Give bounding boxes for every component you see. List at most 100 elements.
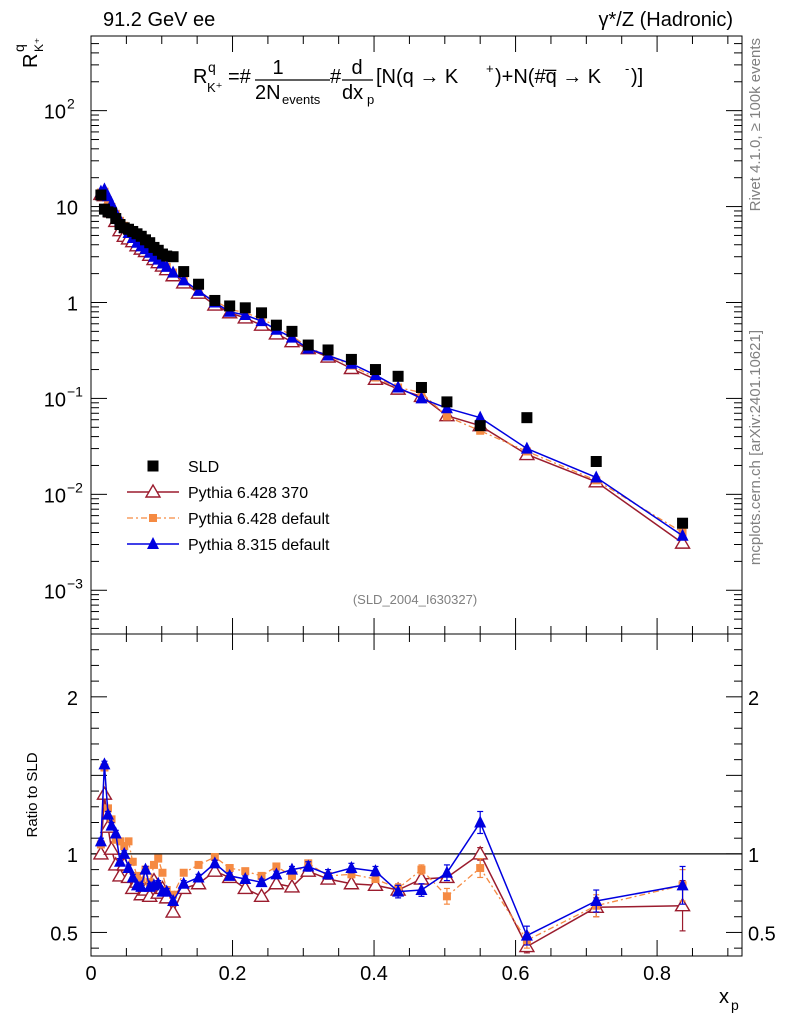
legend-marker-p6_default (149, 514, 157, 522)
main-point-sld (193, 278, 205, 290)
legend-marker-p6_370 (144, 483, 162, 498)
ratio-point-p8_default (101, 807, 114, 820)
ratio-point-p8_default (135, 879, 148, 892)
legend-item-sld: SLD (147, 459, 219, 476)
ratio-axis-ticks (90, 634, 742, 956)
header-left: 91.2 GeV ee (103, 9, 215, 31)
ratio-point-p8_default (322, 867, 335, 880)
main-series-p6_default (96, 187, 687, 537)
xtick-labels: 0 0.2 0.4 0.6 0.8 (85, 963, 671, 985)
ratio-point-p6_default (476, 864, 485, 873)
formula-frac2-den: dx (342, 82, 363, 104)
ratio-series-p6_default (96, 763, 687, 949)
ratio-ytick-label-right: 1 (748, 845, 759, 867)
ratio-point-p6_370 (96, 785, 113, 800)
ratio-point-p8_default (152, 876, 165, 889)
main-point-sld (106, 207, 118, 219)
formula: R q K⁺ =# 1 2N events # d dx p [N(q → K … (193, 57, 643, 107)
main-point-sld (415, 381, 427, 393)
main-point-p8_default (177, 273, 190, 286)
ratio-point-p8_default (114, 854, 127, 867)
main-ytick-base: 1 (67, 293, 78, 315)
ratio-point-p8_default (160, 884, 173, 897)
formula-bracket-b: )+N(#q̅ → K (495, 66, 602, 88)
ratio-point-p6_370 (471, 845, 489, 860)
formula-bracket-a: [N(q → K (376, 66, 459, 88)
xlabel-sub: p (731, 997, 739, 1013)
ratio-point-p8_default (415, 883, 428, 896)
main-point-p8_default (239, 308, 252, 321)
main-point-p8_default (192, 283, 205, 296)
main-point-p8_default (520, 441, 533, 454)
ratio-point-p8_default (285, 862, 298, 875)
legend-label-p6_370: Pythia 6.428 370 (188, 485, 308, 502)
ratio-point-p6_370 (268, 875, 285, 890)
formula-lhs-sup: q (208, 59, 216, 75)
main-ytick-base: 10 (56, 198, 78, 220)
main-point-p8_default (415, 391, 428, 404)
ratio-point-p8_default (590, 894, 603, 907)
main-point-p6_default (442, 412, 451, 421)
legend-label-p8_default: Pythia 8.315 default (188, 537, 330, 554)
ratio-point-p8_default (167, 894, 180, 907)
main-point-sld (441, 396, 453, 408)
formula-frac2-den-sub: p (367, 92, 374, 107)
ratio-point-p6_default (154, 854, 163, 863)
ratio-point-p6_default (371, 875, 380, 884)
formula-eq: =# (228, 66, 252, 88)
main-ytick-base: 10 (44, 581, 66, 603)
main-point-p8_default (167, 265, 180, 278)
ratio-point-p6_370 (206, 862, 224, 877)
ratio-point-p8_default (440, 865, 453, 878)
ratio-point-p6_default (120, 842, 129, 851)
ratio-point-p8_default (520, 928, 533, 941)
ratio-series-p8_default (94, 757, 689, 946)
ratio-point-p6_default (116, 837, 125, 846)
ratio-ytick-label-right: 0.5 (748, 923, 776, 945)
main-series (92, 182, 691, 549)
ratio-ytick-labels: 0.5 0.5 1 1 2 2 (50, 688, 776, 946)
formula-hash: # (330, 66, 342, 88)
rivet-label: Rivet 4.1.0, ≥ 100k events (747, 38, 764, 211)
ratio-point-p6_default (287, 871, 296, 880)
formula-sup-plus: + (486, 61, 494, 76)
main-ytick-base: 10 (44, 485, 66, 507)
ratio-point-p6_default (347, 870, 356, 879)
main-point-p8_default (474, 410, 487, 423)
main-point-sld (224, 300, 236, 312)
main-ytick-label: 10 −1 (44, 383, 83, 411)
ratio-point-p8_default (208, 856, 221, 869)
main-point-sld (677, 517, 689, 529)
ratio-point-p6_default (272, 862, 281, 871)
ratio-point-p8_default (302, 859, 315, 872)
ratio-point-p6_default (442, 892, 451, 901)
ratio-point-p8_default (676, 878, 689, 891)
legend-label-sld: SLD (188, 459, 219, 476)
main-ylabel-sup: q (11, 44, 27, 52)
ratio-point-p8_default (98, 757, 111, 770)
main-ytick-label: 10 −2 (44, 479, 83, 507)
formula-lhs: R (193, 66, 207, 88)
main-ytick-base: 10 (44, 102, 66, 124)
main-point-sld (369, 364, 381, 376)
ratio-point-p6_370 (283, 878, 301, 893)
xtick-label: 0.4 (360, 963, 388, 985)
legend-marker-p8_default (147, 537, 159, 549)
main-series-p6_370 (92, 185, 691, 549)
ratio-point-p8_default (122, 861, 135, 874)
main-point-p8_default (160, 259, 173, 272)
ratio-ytick-label-right: 2 (748, 688, 759, 710)
main-point-sld (474, 420, 486, 432)
main-point-p8_default (392, 380, 405, 393)
formula-sup-minus: - (625, 61, 629, 76)
main-ytick-exp: 2 (67, 96, 75, 112)
xtick-label: 0.6 (502, 963, 530, 985)
legend: SLD Pythia 6.428 370 Pythia 6.428 default P… (127, 459, 330, 554)
ratio-point-p6_370 (237, 880, 254, 895)
main-point-p8_default (590, 470, 603, 483)
formula-bracket-c: )] (631, 66, 643, 88)
main-point-p6_370 (674, 534, 691, 549)
formula-frac2-num: d (351, 57, 362, 79)
